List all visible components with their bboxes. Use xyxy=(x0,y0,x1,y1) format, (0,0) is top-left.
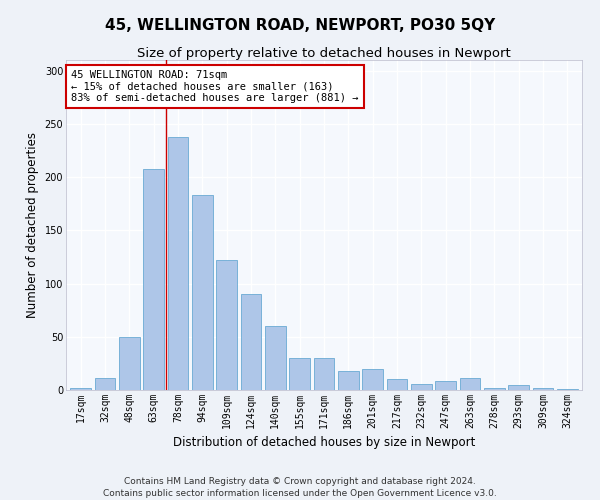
Bar xyxy=(436,382,456,390)
Bar xyxy=(314,358,334,390)
Bar xyxy=(167,136,188,390)
Bar xyxy=(386,380,407,390)
Bar xyxy=(119,337,140,390)
Text: 45, WELLINGTON ROAD, NEWPORT, PO30 5QY: 45, WELLINGTON ROAD, NEWPORT, PO30 5QY xyxy=(105,18,495,32)
Bar xyxy=(557,389,578,390)
Bar xyxy=(411,384,432,390)
X-axis label: Distribution of detached houses by size in Newport: Distribution of detached houses by size … xyxy=(173,436,475,450)
Bar xyxy=(241,294,262,390)
Text: Contains HM Land Registry data © Crown copyright and database right 2024.
Contai: Contains HM Land Registry data © Crown c… xyxy=(103,476,497,498)
Y-axis label: Number of detached properties: Number of detached properties xyxy=(26,132,39,318)
Title: Size of property relative to detached houses in Newport: Size of property relative to detached ho… xyxy=(137,47,511,60)
Bar xyxy=(216,260,237,390)
Bar xyxy=(143,168,164,390)
Bar xyxy=(289,358,310,390)
Bar xyxy=(460,378,481,390)
Bar xyxy=(508,384,529,390)
Bar xyxy=(70,388,91,390)
Bar xyxy=(338,371,359,390)
Bar xyxy=(533,388,553,390)
Bar xyxy=(484,388,505,390)
Bar xyxy=(265,326,286,390)
Bar xyxy=(362,368,383,390)
Text: 45 WELLINGTON ROAD: 71sqm
← 15% of detached houses are smaller (163)
83% of semi: 45 WELLINGTON ROAD: 71sqm ← 15% of detac… xyxy=(71,70,359,103)
Bar xyxy=(192,195,212,390)
Bar xyxy=(95,378,115,390)
